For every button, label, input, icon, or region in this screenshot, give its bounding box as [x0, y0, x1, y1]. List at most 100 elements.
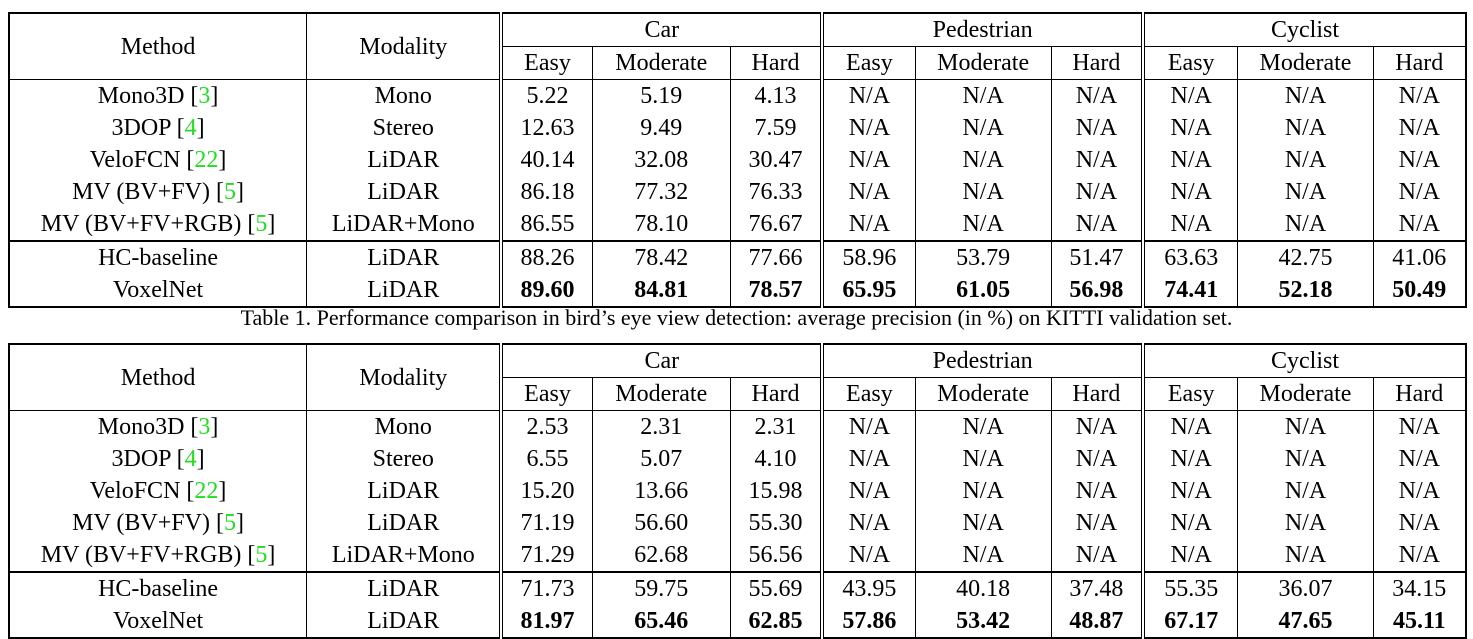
value-cell: N/A [1050, 112, 1144, 144]
header-level: Moderate [914, 46, 1052, 80]
value-cell: N/A [1372, 443, 1466, 475]
value-cell: N/A [1141, 539, 1238, 572]
modality-cell: LiDAR [306, 605, 502, 638]
value-cell: N/A [1237, 507, 1374, 539]
table-row: HC-baseline LiDAR 71.73 59.75 55.69 43.95 40.1… [9, 571, 1466, 605]
table-row: MV (BV+FV+RGB) [5] LiDAR+Mono 86.55 78.10 76… [9, 208, 1466, 241]
modality-cell: LiDAR+Mono [306, 539, 502, 572]
value-cell: N/A [914, 475, 1052, 507]
citation-link[interactable]: 5 [223, 510, 236, 536]
method-name: MV (BV+FV+RGB) [40, 211, 242, 237]
value-cell: N/A [1237, 79, 1374, 112]
value-cell: N/A [1372, 507, 1466, 539]
method-cell: Mono3D [3] [97, 414, 219, 440]
value-cell: 65.95 [820, 274, 916, 307]
header-modality: Modality [306, 344, 502, 411]
value-cell: 77.66 [729, 240, 823, 274]
citation-link[interactable]: 5 [255, 211, 268, 237]
header-level: Easy [820, 46, 916, 80]
method-cell: VoxelNet [9, 605, 307, 638]
value-cell: 51.47 [1050, 240, 1144, 274]
method-name: VoxelNet [112, 277, 204, 303]
value-cell: N/A [914, 144, 1052, 176]
method-name: VeloFCN [89, 147, 181, 173]
method-cell: VoxelNet [9, 274, 307, 307]
value-cell: N/A [820, 443, 916, 475]
citation-link[interactable]: 5 [255, 542, 268, 568]
table-row: Mono3D [3] Mono 2.53 2.31 2.31 N/A N/A N/A N/A N/… [9, 410, 1466, 443]
citation-link[interactable]: 3 [198, 83, 211, 109]
method-cell: MV (BV+FV+RGB) [5] [40, 542, 276, 568]
method-name: Mono3D [97, 414, 185, 440]
value-cell: N/A [1141, 208, 1238, 241]
value-cell: N/A [1237, 112, 1374, 144]
citation-link[interactable]: 5 [223, 179, 236, 205]
modality-cell: Mono [306, 410, 502, 443]
value-cell: N/A [820, 208, 916, 241]
value-cell: N/A [1050, 507, 1144, 539]
method-name: MV (BV+FV) [72, 510, 210, 536]
value-cell: N/A [820, 475, 916, 507]
value-cell: N/A [914, 410, 1052, 443]
header-level: Easy [499, 46, 593, 80]
header-group: Pedestrian [820, 13, 1144, 47]
value-cell: 56.60 [591, 507, 731, 539]
value-cell: N/A [1372, 475, 1466, 507]
header-level: Hard [1050, 377, 1144, 411]
modality-cell: Stereo [306, 443, 502, 475]
value-cell: 71.73 [499, 571, 593, 605]
header-level: Hard [1372, 377, 1466, 411]
table-1-caption: Table 1. Performance comparison in bird’… [240, 305, 1233, 330]
header-level: Easy [1141, 46, 1238, 80]
value-cell: N/A [1141, 79, 1238, 112]
value-cell: 74.41 [1141, 274, 1238, 307]
table-row: 3DOP [4] Stereo 6.55 5.07 4.10 N/A N/A N/A N/A N/… [9, 443, 1466, 475]
value-cell: 43.95 [820, 571, 916, 605]
header-level: Hard [1050, 46, 1144, 80]
value-cell: 57.86 [820, 605, 916, 638]
value-cell: 76.67 [729, 208, 823, 241]
value-cell: 5.19 [591, 79, 731, 112]
value-cell: 88.26 [499, 240, 593, 274]
value-cell: 55.35 [1141, 571, 1238, 605]
value-cell: N/A [1237, 208, 1374, 241]
table-row: MV (BV+FV) [5] LiDAR 71.19 56.60 55.30 N/A N/A… [9, 507, 1466, 539]
method-cell: Mono3D [3] [97, 83, 219, 109]
modality-cell: LiDAR [306, 176, 502, 208]
value-cell: 30.47 [729, 144, 823, 176]
value-cell: N/A [820, 79, 916, 112]
header-group: Pedestrian [820, 344, 1144, 378]
value-cell: 34.15 [1372, 571, 1466, 605]
value-cell: 58.96 [820, 240, 916, 274]
value-cell: 56.56 [729, 539, 823, 572]
value-cell: 61.05 [914, 274, 1052, 307]
value-cell: N/A [914, 112, 1052, 144]
value-cell: 53.79 [914, 240, 1052, 274]
value-cell: 71.29 [499, 539, 593, 572]
method-cell: VeloFCN [22] [89, 478, 227, 504]
value-cell: 40.14 [499, 144, 593, 176]
citation-link[interactable]: 22 [194, 478, 219, 504]
value-cell: N/A [1237, 144, 1374, 176]
value-cell: N/A [1050, 79, 1144, 112]
value-cell: N/A [1050, 443, 1144, 475]
method-cell: 3DOP [4] [111, 115, 205, 141]
header-modality: Modality [306, 13, 502, 80]
method-name: Mono3D [97, 83, 185, 109]
value-cell: 5.22 [499, 79, 593, 112]
value-cell: N/A [1050, 475, 1144, 507]
method-name: 3DOP [111, 115, 171, 141]
value-cell: 50.49 [1372, 274, 1466, 307]
citation-link[interactable]: 4 [184, 115, 197, 141]
citation-link[interactable]: 22 [194, 147, 219, 173]
table-row: HC-baseline LiDAR 88.26 78.42 77.66 58.96 53.7… [9, 240, 1466, 274]
citation-link[interactable]: 3 [198, 414, 211, 440]
value-cell: 71.19 [499, 507, 593, 539]
citation-link[interactable]: 4 [184, 446, 197, 472]
value-cell: 59.75 [591, 571, 731, 605]
modality-cell: LiDAR [306, 144, 502, 176]
value-cell: N/A [914, 208, 1052, 241]
value-cell: 55.30 [729, 507, 823, 539]
table-row: MV (BV+FV+RGB) [5] LiDAR+Mono 71.29 62.68 56… [9, 539, 1466, 572]
value-cell: N/A [820, 112, 916, 144]
